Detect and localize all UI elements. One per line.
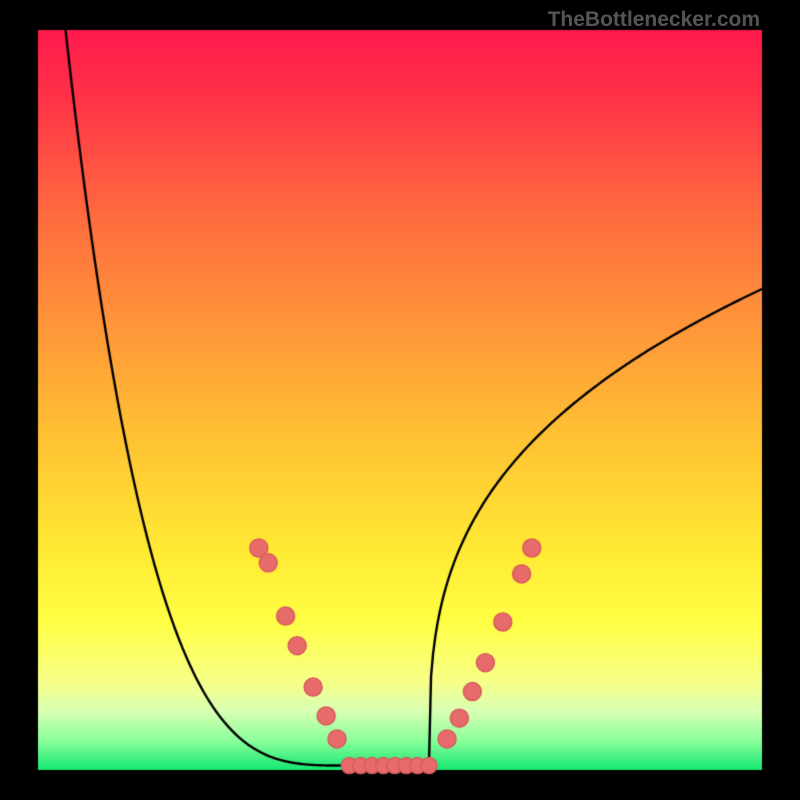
chart-stage: TheBottlenecker.com <box>0 0 800 800</box>
chart-canvas <box>0 0 800 800</box>
